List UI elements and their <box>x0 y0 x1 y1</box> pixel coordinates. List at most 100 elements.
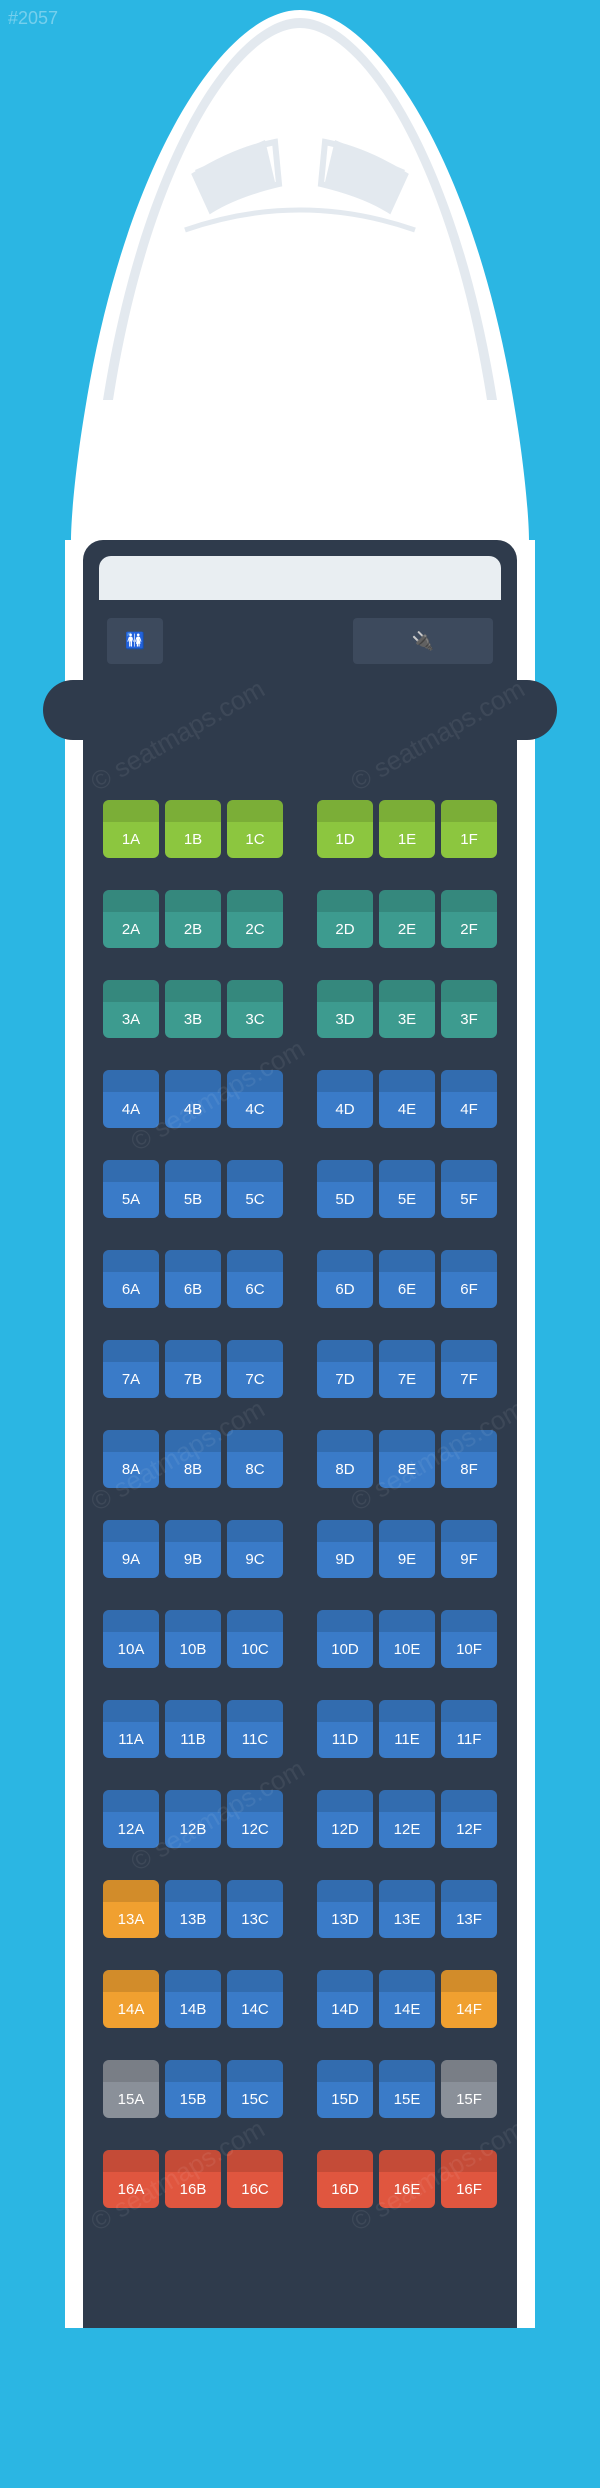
seat-3C[interactable]: 3C <box>227 980 283 1038</box>
seat-2A[interactable]: 2A <box>103 890 159 948</box>
seat-10D[interactable]: 10D <box>317 1610 373 1668</box>
seat-7F[interactable]: 7F <box>441 1340 497 1398</box>
seat-15C[interactable]: 15C <box>227 2060 283 2118</box>
seat-5B[interactable]: 5B <box>165 1160 221 1218</box>
seat-12E[interactable]: 12E <box>379 1790 435 1848</box>
seat-1A[interactable]: 1A <box>103 800 159 858</box>
seat-4E[interactable]: 4E <box>379 1070 435 1128</box>
seat-14E[interactable]: 14E <box>379 1970 435 2028</box>
seat-9F[interactable]: 9F <box>441 1520 497 1578</box>
seat-10E[interactable]: 10E <box>379 1610 435 1668</box>
seat-13E[interactable]: 13E <box>379 1880 435 1938</box>
seat-4F[interactable]: 4F <box>441 1070 497 1128</box>
seat-16E[interactable]: 16E <box>379 2150 435 2208</box>
seat-12B[interactable]: 12B <box>165 1790 221 1848</box>
seat-6A[interactable]: 6A <box>103 1250 159 1308</box>
seat-12A[interactable]: 12A <box>103 1790 159 1848</box>
seat-11D[interactable]: 11D <box>317 1700 373 1758</box>
seat-12D[interactable]: 12D <box>317 1790 373 1848</box>
seat-15A[interactable]: 15A <box>103 2060 159 2118</box>
seat-9E[interactable]: 9E <box>379 1520 435 1578</box>
seat-5E[interactable]: 5E <box>379 1160 435 1218</box>
seat-11A[interactable]: 11A <box>103 1700 159 1758</box>
seat-row-9: 9A9B9C 9D9E9F <box>103 1520 497 1578</box>
seat-2B[interactable]: 2B <box>165 890 221 948</box>
seat-15F[interactable]: 15F <box>441 2060 497 2118</box>
seat-6C[interactable]: 6C <box>227 1250 283 1308</box>
seat-13B[interactable]: 13B <box>165 1880 221 1938</box>
seat-16C[interactable]: 16C <box>227 2150 283 2208</box>
seat-1D[interactable]: 1D <box>317 800 373 858</box>
seat-15B[interactable]: 15B <box>165 2060 221 2118</box>
seat-13A[interactable]: 13A <box>103 1880 159 1938</box>
seat-14F[interactable]: 14F <box>441 1970 497 2028</box>
seat-9C[interactable]: 9C <box>227 1520 283 1578</box>
seat-4A[interactable]: 4A <box>103 1070 159 1128</box>
seat-8D[interactable]: 8D <box>317 1430 373 1488</box>
galley[interactable]: 🔌 <box>353 618 493 664</box>
seat-1E[interactable]: 1E <box>379 800 435 858</box>
seat-14C[interactable]: 14C <box>227 1970 283 2028</box>
seat-3B[interactable]: 3B <box>165 980 221 1038</box>
seat-7E[interactable]: 7E <box>379 1340 435 1398</box>
seat-6D[interactable]: 6D <box>317 1250 373 1308</box>
seat-3D[interactable]: 3D <box>317 980 373 1038</box>
seat-4D[interactable]: 4D <box>317 1070 373 1128</box>
seat-3E[interactable]: 3E <box>379 980 435 1038</box>
seat-7D[interactable]: 7D <box>317 1340 373 1398</box>
seat-2C[interactable]: 2C <box>227 890 283 948</box>
seat-10C[interactable]: 10C <box>227 1610 283 1668</box>
seat-16B[interactable]: 16B <box>165 2150 221 2208</box>
seat-10B[interactable]: 10B <box>165 1610 221 1668</box>
seat-4B[interactable]: 4B <box>165 1070 221 1128</box>
seat-5F[interactable]: 5F <box>441 1160 497 1218</box>
seat-2F[interactable]: 2F <box>441 890 497 948</box>
seat-8A[interactable]: 8A <box>103 1430 159 1488</box>
seat-10A[interactable]: 10A <box>103 1610 159 1668</box>
seat-3F[interactable]: 3F <box>441 980 497 1038</box>
seat-15E[interactable]: 15E <box>379 2060 435 2118</box>
seat-5A[interactable]: 5A <box>103 1160 159 1218</box>
seat-12C[interactable]: 12C <box>227 1790 283 1848</box>
seat-2D[interactable]: 2D <box>317 890 373 948</box>
seat-16A[interactable]: 16A <box>103 2150 159 2208</box>
seat-6E[interactable]: 6E <box>379 1250 435 1308</box>
seat-7C[interactable]: 7C <box>227 1340 283 1398</box>
seat-13F[interactable]: 13F <box>441 1880 497 1938</box>
seat-11E[interactable]: 11E <box>379 1700 435 1758</box>
seat-12F[interactable]: 12F <box>441 1790 497 1848</box>
seat-8C[interactable]: 8C <box>227 1430 283 1488</box>
seat-11F[interactable]: 11F <box>441 1700 497 1758</box>
seat-1F[interactable]: 1F <box>441 800 497 858</box>
seat-1C[interactable]: 1C <box>227 800 283 858</box>
seat-11B[interactable]: 11B <box>165 1700 221 1758</box>
seat-9D[interactable]: 9D <box>317 1520 373 1578</box>
seat-16D[interactable]: 16D <box>317 2150 373 2208</box>
seat-15D[interactable]: 15D <box>317 2060 373 2118</box>
seat-6B[interactable]: 6B <box>165 1250 221 1308</box>
seat-label: 6D <box>335 1281 354 1298</box>
seat-10F[interactable]: 10F <box>441 1610 497 1668</box>
seat-13D[interactable]: 13D <box>317 1880 373 1938</box>
seat-14A[interactable]: 14A <box>103 1970 159 2028</box>
seat-3A[interactable]: 3A <box>103 980 159 1038</box>
seat-5D[interactable]: 5D <box>317 1160 373 1218</box>
seat-8F[interactable]: 8F <box>441 1430 497 1488</box>
seat-5C[interactable]: 5C <box>227 1160 283 1218</box>
seat-13C[interactable]: 13C <box>227 1880 283 1938</box>
seat-7B[interactable]: 7B <box>165 1340 221 1398</box>
seat-16F[interactable]: 16F <box>441 2150 497 2208</box>
seat-8E[interactable]: 8E <box>379 1430 435 1488</box>
seat-1B[interactable]: 1B <box>165 800 221 858</box>
seat-4C[interactable]: 4C <box>227 1070 283 1128</box>
seat-8B[interactable]: 8B <box>165 1430 221 1488</box>
seat-11C[interactable]: 11C <box>227 1700 283 1758</box>
seat-7A[interactable]: 7A <box>103 1340 159 1398</box>
lavatory[interactable]: 🚻 <box>107 618 163 664</box>
seat-14B[interactable]: 14B <box>165 1970 221 2028</box>
seat-9B[interactable]: 9B <box>165 1520 221 1578</box>
seat-6F[interactable]: 6F <box>441 1250 497 1308</box>
seat-2E[interactable]: 2E <box>379 890 435 948</box>
seat-9A[interactable]: 9A <box>103 1520 159 1578</box>
seat-14D[interactable]: 14D <box>317 1970 373 2028</box>
